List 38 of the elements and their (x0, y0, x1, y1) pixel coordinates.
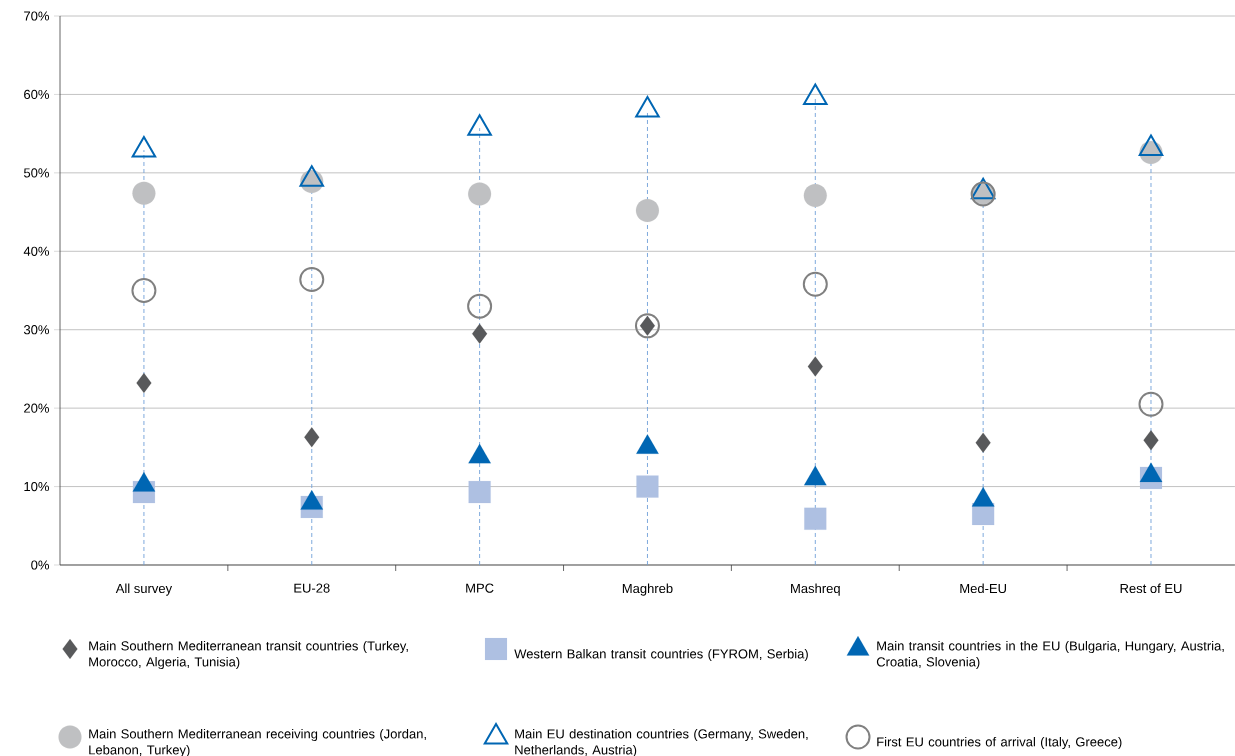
point (975, 432, 991, 453)
point (472, 323, 488, 344)
point (1138, 391, 1164, 417)
y-tick-label: 0% (31, 560, 49, 570)
point (304, 427, 320, 448)
x-tick-label: Rest of EU (1120, 583, 1182, 594)
legend-label: First EU countries of arrival (Italy, Greece) (877, 736, 1122, 750)
point (634, 313, 660, 339)
point (132, 181, 156, 205)
point (131, 278, 157, 303)
y-tick-label: 70% (24, 11, 49, 21)
point (299, 267, 325, 293)
legend-label: Western Balkan transit countries (FYROM, Serbia) (514, 648, 808, 662)
point (802, 271, 828, 297)
point (807, 356, 823, 377)
legend-label: Main Southern Mediterranean transit countries (Turkey, Morocco, Algeria, Tunisia) (89, 640, 408, 670)
x-tick-label: Med-EU (960, 583, 1006, 594)
point (1143, 430, 1159, 451)
y-tick-label: 30% (23, 325, 49, 335)
point (468, 481, 491, 504)
point (804, 507, 827, 530)
point (468, 182, 492, 206)
y-tick-label: 10% (24, 481, 49, 492)
y-tick-label: 60% (24, 89, 49, 100)
legend-label: Main transit countries in the EU (Bulgaria, Hungary, Austria, Croatia, Slovenia) (876, 640, 1224, 670)
x-tick-label: All survey (115, 583, 173, 596)
y-tick-label: 40% (23, 246, 49, 256)
point (136, 372, 152, 394)
y-tick-label: 20% (24, 403, 49, 413)
x-tick-label: EU-28 (294, 583, 330, 593)
point (467, 293, 493, 319)
x-tick-label: Maghreb (622, 583, 673, 596)
point (636, 475, 659, 498)
x-tick-label: Mashreq (791, 583, 840, 596)
y-tick-label: 50% (23, 168, 49, 178)
point (803, 184, 827, 208)
x-tick-label: MPC (466, 583, 494, 593)
point (635, 198, 660, 223)
